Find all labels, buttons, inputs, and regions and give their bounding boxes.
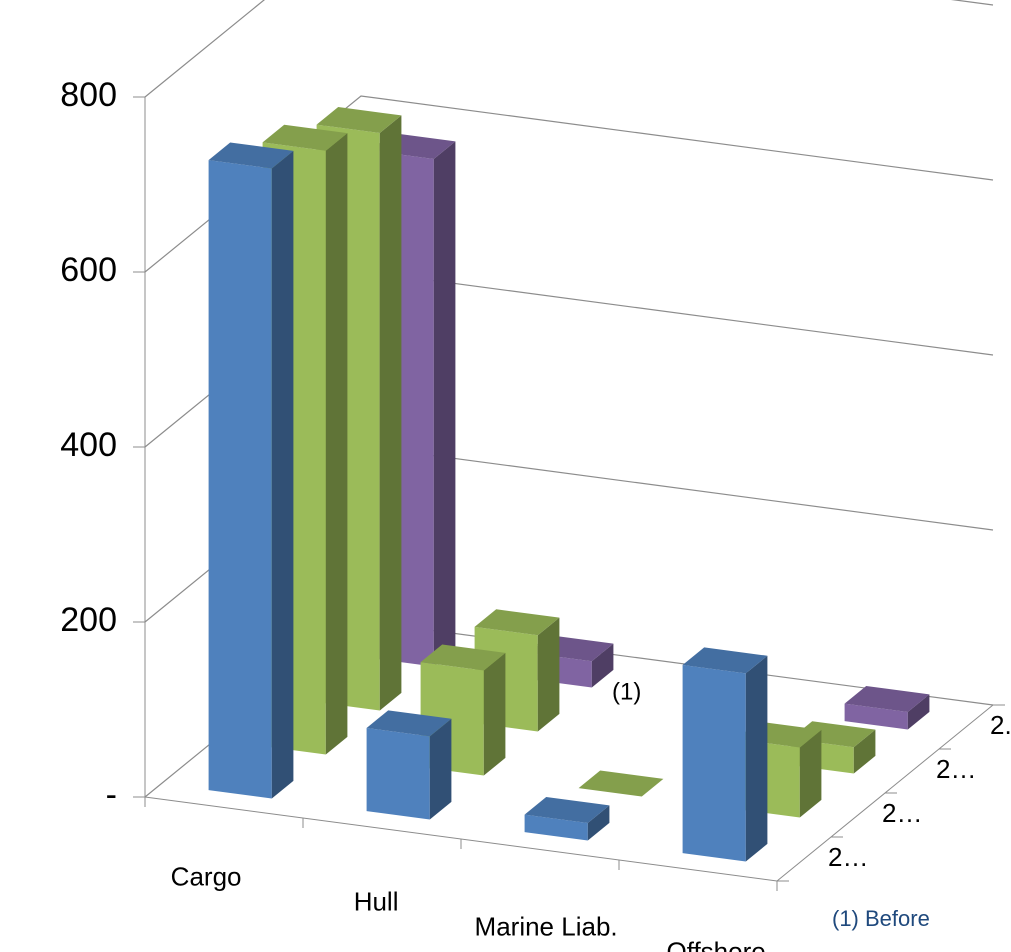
- bar-top: [420, 644, 506, 671]
- bar-side: [587, 805, 610, 841]
- bar-top: [262, 124, 348, 151]
- bar-side: [745, 655, 768, 862]
- bar-side: [483, 652, 506, 776]
- bar-front: [844, 703, 908, 730]
- bar-top: [682, 647, 768, 674]
- x-tick-label: Cargo: [171, 861, 242, 891]
- bar-front: [208, 160, 272, 799]
- bar-side: [433, 141, 456, 667]
- bar-side: [379, 115, 402, 711]
- bar-top: [208, 142, 294, 169]
- series-label: 2…: [936, 754, 976, 784]
- series-label: 2..: [990, 710, 1011, 740]
- bar-side: [271, 150, 294, 799]
- footnote: (1) Before: [832, 906, 930, 931]
- grid-line: [144, 0, 994, 98]
- bar-front: [524, 814, 588, 841]
- bar-side: [325, 133, 348, 755]
- x-tick-label: Offshore: [666, 936, 765, 952]
- y-tick-label: 600: [60, 251, 117, 289]
- bar-top: [474, 609, 560, 636]
- series-label: 2…: [882, 798, 922, 828]
- y-tick-label: -: [106, 776, 117, 814]
- y-tick-label: 200: [60, 601, 117, 639]
- bar-side: [799, 729, 822, 818]
- bar-side: [853, 729, 876, 774]
- bar-side: [429, 718, 452, 820]
- annotation: (1): [612, 678, 641, 705]
- bar-top: [524, 797, 610, 823]
- x-tick-label: Hull: [354, 886, 399, 916]
- bar-top: [578, 770, 664, 797]
- bar-front: [366, 727, 430, 820]
- bar-side: [537, 617, 560, 732]
- bar-top: [366, 710, 452, 737]
- y-tick-label: 800: [60, 76, 117, 114]
- bar-side: [591, 643, 614, 688]
- bar-top: [316, 107, 402, 133]
- series-label: 2…: [828, 842, 868, 872]
- bar-front: [682, 664, 746, 862]
- y-tick-label: 400: [60, 426, 117, 464]
- bar-top: [844, 686, 930, 712]
- x-tick-label: Marine Liab.: [475, 911, 618, 941]
- bar-side: [907, 694, 930, 730]
